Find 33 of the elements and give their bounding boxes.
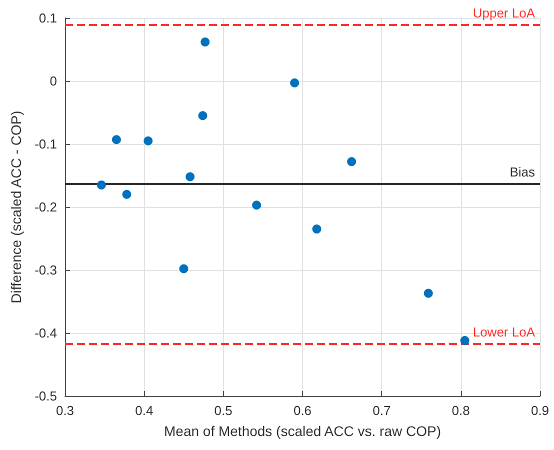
point xyxy=(347,157,356,166)
point xyxy=(290,78,300,88)
point xyxy=(200,37,210,46)
x-axis-title: Mean of Methods (scaled ACC vs. raw COP) xyxy=(164,423,441,439)
x-tick-label: 0.6 xyxy=(293,403,312,418)
x-tick-label: 0.8 xyxy=(452,403,470,418)
point xyxy=(112,135,121,144)
y-tick-label: -0.5 xyxy=(34,388,57,404)
point xyxy=(179,264,188,274)
point xyxy=(186,172,195,182)
point xyxy=(122,190,132,199)
point xyxy=(424,288,433,298)
x-tick-label: 0.4 xyxy=(135,403,154,418)
point xyxy=(198,111,208,120)
y-tick-label: -0.1 xyxy=(34,136,57,152)
y-axis-title: Difference (scaled ACC - COP) xyxy=(8,110,24,304)
y-tick-label: -0.3 xyxy=(34,262,57,278)
ref-line-label: Lower LoA xyxy=(472,324,536,340)
point xyxy=(96,180,106,190)
x-tick-label: 0.3 xyxy=(56,403,74,418)
point xyxy=(252,200,262,210)
x-tick-label: 0.5 xyxy=(214,403,232,418)
ref-line-label: Bias xyxy=(510,164,536,180)
x-tick-label: 0.9 xyxy=(530,403,550,418)
y-tick-label: -0.2 xyxy=(34,200,57,214)
y-tick-label: 0.1 xyxy=(38,10,57,26)
point xyxy=(312,224,322,234)
y-tick-label: -0.4 xyxy=(34,326,57,340)
y-tick-label: 0 xyxy=(50,74,57,88)
point xyxy=(144,136,153,146)
x-tick-label: 0.7 xyxy=(372,403,391,418)
ref-line-label: Upper LoA xyxy=(472,5,536,20)
point xyxy=(460,336,470,346)
